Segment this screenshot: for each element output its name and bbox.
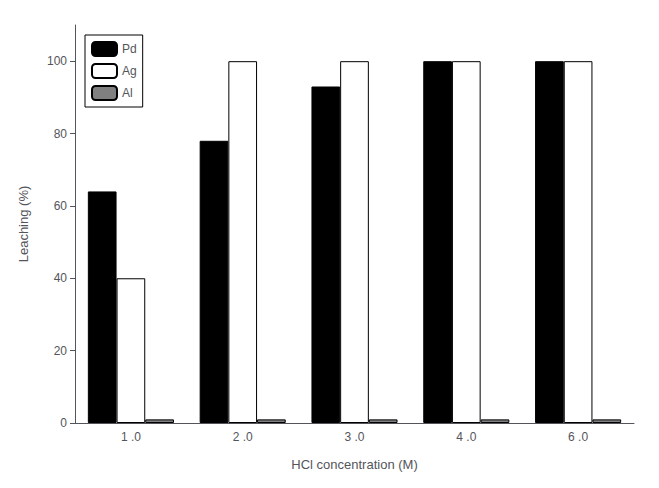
svg-text:2 .0: 2 .0	[233, 430, 253, 444]
svg-text:Al: Al	[122, 86, 133, 100]
svg-text:80: 80	[54, 127, 68, 141]
svg-text:3 .0: 3 .0	[344, 430, 364, 444]
svg-text:Pd: Pd	[122, 42, 137, 56]
svg-text:60: 60	[54, 199, 68, 213]
svg-text:6 .0: 6 .0	[568, 430, 588, 444]
svg-text:100: 100	[47, 54, 67, 68]
svg-text:0: 0	[60, 416, 67, 430]
svg-text:1 .0: 1 .0	[121, 430, 141, 444]
svg-text:Leaching (%): Leaching (%)	[16, 186, 31, 263]
svg-text:40: 40	[54, 271, 68, 285]
svg-text:Ag: Ag	[122, 64, 137, 78]
svg-text:20: 20	[54, 344, 68, 358]
svg-text:4 .0: 4 .0	[456, 430, 476, 444]
svg-text:HCl concentration (M): HCl concentration (M)	[291, 457, 417, 472]
